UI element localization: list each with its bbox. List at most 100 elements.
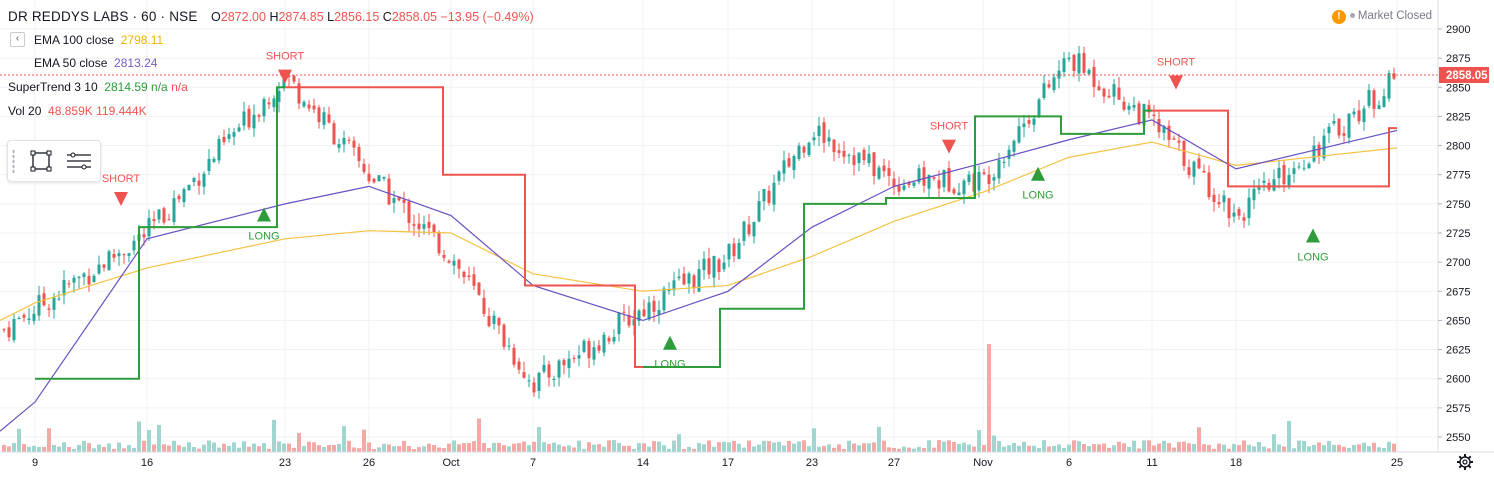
volume-bar <box>597 444 601 452</box>
settings-gear-icon[interactable] <box>1455 452 1475 472</box>
candle-body <box>497 318 501 326</box>
volume-bar <box>937 440 941 452</box>
volume-bar <box>792 443 796 452</box>
candle-body <box>1167 125 1171 140</box>
volume-bar <box>32 445 36 452</box>
candle-body <box>1077 53 1081 74</box>
candle-body <box>777 171 781 181</box>
candle-body <box>542 364 546 372</box>
candle-body <box>1117 87 1121 100</box>
candle-body <box>987 174 991 185</box>
candle-body <box>1317 144 1321 157</box>
volume-bar <box>12 442 16 452</box>
rectangle-tool-icon[interactable] <box>26 147 56 175</box>
volume-bar <box>302 446 306 452</box>
candle-body <box>577 355 581 359</box>
candlesticks <box>2 45 1396 399</box>
long-arrow-icon <box>663 335 677 350</box>
volume-bar <box>617 442 621 452</box>
candle-body <box>652 300 656 312</box>
candle-body <box>247 108 251 128</box>
volume-bar <box>832 447 836 452</box>
volume-bar <box>267 448 271 452</box>
candle-body <box>947 168 951 192</box>
candle-body <box>597 345 601 351</box>
candle-body <box>1387 73 1391 99</box>
candle-body <box>432 224 436 233</box>
volume-bar <box>752 446 756 452</box>
indicator-supertrend[interactable]: SuperTrend 3 10 2814.59 n/a n/a <box>8 80 188 94</box>
candle-body <box>962 180 966 195</box>
volume-bar <box>877 426 881 452</box>
candle-body <box>622 311 626 313</box>
volume-bar <box>467 443 471 452</box>
warning-icon[interactable]: ! <box>1331 10 1346 24</box>
y-tick-label: 2875 <box>1446 53 1470 65</box>
volume-bar <box>352 447 356 452</box>
supertrend-line <box>1069 109 1152 135</box>
volume-bar <box>2 445 6 452</box>
volume-bar <box>362 429 366 452</box>
candle-body <box>772 182 776 205</box>
short-arrow-icon <box>278 69 292 84</box>
volume-bar <box>947 440 951 452</box>
volume-bar <box>1007 445 1011 452</box>
candle-body <box>1042 83 1046 98</box>
candle-body <box>452 260 456 266</box>
candle-body <box>1227 198 1231 219</box>
volume-bar <box>317 445 321 452</box>
candle-body <box>907 182 911 186</box>
indicator-volume[interactable]: Vol 20 48.859K 119.444K <box>8 104 147 118</box>
candle-body <box>877 167 881 179</box>
candle-body <box>242 111 246 126</box>
volume-bar <box>567 445 571 452</box>
volume-bar <box>1052 445 1056 452</box>
volume-bar <box>1382 447 1386 452</box>
volume-bar <box>287 443 291 452</box>
volume-bar <box>1207 444 1211 452</box>
y-tick-label: 2650 <box>1446 315 1470 327</box>
candle-body <box>382 176 386 179</box>
volume-bar <box>1057 444 1061 452</box>
supertrend-line <box>894 115 983 200</box>
volume-bar <box>712 446 716 452</box>
volume-bar <box>7 446 11 452</box>
volume-bar <box>27 446 31 452</box>
volume-bar <box>217 447 221 452</box>
collapse-chevron-icon[interactable]: ‹ <box>10 32 25 47</box>
volume-bar <box>1232 443 1236 452</box>
volume-bar <box>1062 447 1066 452</box>
candle-body <box>1372 90 1376 109</box>
volume-bar <box>942 441 946 452</box>
volume-bar <box>1327 440 1331 452</box>
symbol-title[interactable]: DR REDDYS LABS · 60 · NSE <box>8 9 198 24</box>
candle-body <box>1362 108 1366 123</box>
candle-body <box>677 276 681 279</box>
volume-bar <box>802 440 806 452</box>
volume-bar <box>462 443 466 452</box>
format-lines-icon[interactable] <box>64 147 94 175</box>
volume-bar <box>367 442 371 452</box>
volume-bar <box>412 448 416 452</box>
volume-bar <box>1182 441 1186 452</box>
indicator-ema100[interactable]: EMA 100 close 2798.11 <box>34 33 164 47</box>
candle-body <box>1087 69 1091 74</box>
x-tick-label: 9 <box>32 457 38 469</box>
candle-body <box>517 361 521 370</box>
volume-bar <box>222 443 226 452</box>
candle-body <box>887 168 891 176</box>
candle-body <box>997 159 1001 179</box>
indicator-ema50[interactable]: EMA 50 close 2813.24 <box>34 56 158 70</box>
drag-handle-icon[interactable] <box>12 149 15 173</box>
ema100-line <box>0 141 1398 321</box>
candle-body <box>832 139 836 153</box>
candle-body <box>212 158 216 162</box>
status-dot-icon <box>1349 13 1355 18</box>
volume-bar <box>987 344 991 452</box>
volume-bar <box>67 447 71 452</box>
volume-bar <box>1162 440 1166 452</box>
y-tick-label: 2900 <box>1446 24 1470 36</box>
candle-body <box>327 114 331 123</box>
volume-bar <box>757 444 761 452</box>
